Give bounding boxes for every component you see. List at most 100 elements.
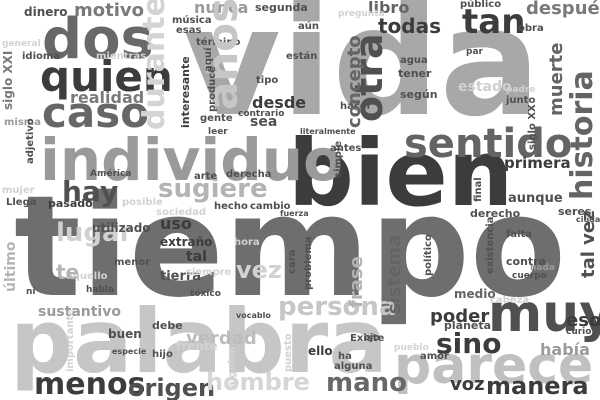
word-cara: cara	[287, 249, 298, 274]
word-habla: habla	[86, 285, 115, 295]
word-palabra: palabra	[10, 290, 388, 393]
word-ultimo: último	[3, 241, 19, 292]
word-general: general	[2, 39, 41, 49]
word-nunca: nunca	[194, 0, 249, 17]
word-ciudad: ciudad	[576, 215, 600, 224]
word-siempre: siempre	[186, 267, 232, 278]
word-despues: después	[526, 0, 600, 19]
word-politico: político	[423, 234, 434, 276]
word-hora: hora	[234, 237, 260, 248]
word-derecha: derecha	[226, 169, 272, 180]
word-arte: arte	[194, 171, 218, 182]
word-existencia: existencia	[485, 216, 496, 274]
word-medio: medio	[454, 287, 496, 301]
word-tener: tener	[398, 67, 432, 80]
word-adjetivo: adjetivo	[25, 118, 36, 164]
word-problema: problema	[303, 236, 314, 291]
word-ojo: ojo	[364, 333, 380, 343]
word-habia: había	[540, 340, 590, 359]
word-mujer: mujer	[2, 185, 35, 196]
word-sociedad: sociedad	[156, 207, 207, 218]
word-tiempo: tiempo	[14, 166, 567, 329]
word-america: América	[90, 169, 132, 179]
word-segun: según	[400, 88, 438, 101]
word-muy: muy	[488, 284, 600, 344]
word-concepto: concepto	[344, 35, 365, 128]
word-lugar: lugar	[56, 218, 133, 248]
word-padre: padre	[506, 85, 536, 95]
word-realidad: realidad	[70, 88, 145, 107]
word-hacer: hacer	[340, 101, 372, 112]
word-manera: manera	[486, 372, 589, 400]
word-tal: tal	[186, 249, 207, 265]
word-origen: origen	[128, 374, 216, 400]
word-parece: parece	[394, 336, 594, 396]
word-mano: mano	[326, 368, 408, 398]
word-todas: todas	[378, 14, 442, 38]
word-aquello: aquello	[66, 271, 108, 282]
word-contrario: contrario	[238, 109, 285, 119]
word-pasado: pasado	[48, 197, 93, 210]
word-ello: ello	[308, 344, 333, 358]
word-estado: estado	[458, 79, 512, 95]
word-persona: persona	[278, 292, 397, 322]
word-siglo-xx: siglo XX	[527, 104, 538, 150]
word-pregunta: pregunta	[338, 9, 385, 19]
word-contra: contra	[506, 255, 547, 268]
word-tal-vez: tal vez	[578, 210, 599, 278]
word-menor: menor	[114, 257, 151, 268]
word-durante: durante	[137, 0, 172, 130]
word-dos: dos	[42, 7, 154, 72]
word-produce: produce	[207, 66, 218, 112]
word-debe: debe	[152, 319, 183, 332]
word-aunque: aunque	[508, 191, 563, 206]
word-vocablo: vocablo	[236, 311, 271, 320]
word-poder: poder	[430, 306, 490, 327]
word-buen: buen	[108, 327, 142, 341]
word-seres: seres	[558, 205, 592, 218]
word-planeta: planeta	[444, 319, 492, 332]
word-idioma: idioma	[22, 51, 61, 62]
word-vida: vida	[183, 0, 541, 150]
word-verdad: verdad	[186, 328, 257, 349]
word-puesto: puesto	[283, 333, 294, 372]
word-aun: aún	[298, 21, 319, 32]
word-eso: eso	[566, 310, 600, 331]
word-simple: simple	[333, 140, 344, 178]
word-sugiere: sugiere	[158, 174, 268, 204]
word-menos: menos	[34, 367, 146, 400]
word-cuerpo: cuerpo	[512, 271, 547, 281]
word-mientras: mientras	[96, 51, 147, 62]
word-ha: ha	[338, 351, 352, 362]
word-libro: libro	[368, 0, 410, 17]
word-desde: desde	[252, 93, 307, 112]
word-motivo: motivo	[74, 0, 144, 21]
word-obra: obra	[518, 23, 544, 34]
word-fuerza: fuerza	[280, 209, 309, 218]
word-primera: primera	[504, 154, 571, 172]
word-hijo: hijo	[152, 349, 173, 360]
word-existe: Existe	[350, 333, 385, 344]
word-leer: leer	[208, 127, 228, 137]
word-posible: posible	[122, 197, 163, 208]
word-sino: sino	[436, 327, 502, 360]
word-hay: hay	[62, 175, 119, 208]
word-publico: público	[460, 0, 502, 10]
word-frente: frente	[176, 339, 218, 353]
word-tipo: tipo	[256, 75, 279, 86]
word-historia: historia	[565, 70, 600, 200]
word-derecho: derecho	[470, 207, 521, 220]
word-sentido: sentido	[404, 121, 573, 167]
word-uso: uso	[160, 214, 192, 233]
word-extrano: extraño	[160, 235, 213, 249]
word-caso: caso	[42, 88, 150, 137]
word-alguien: alguien	[227, 346, 238, 388]
word-sistema: sistema	[384, 234, 405, 314]
word-estan: están	[286, 51, 318, 62]
word-gente: gente	[200, 113, 233, 124]
word-par: par	[466, 47, 483, 57]
word-cabeza: cabeza	[490, 295, 530, 306]
word-final: final	[473, 177, 484, 202]
word-bien: bien	[288, 120, 514, 227]
